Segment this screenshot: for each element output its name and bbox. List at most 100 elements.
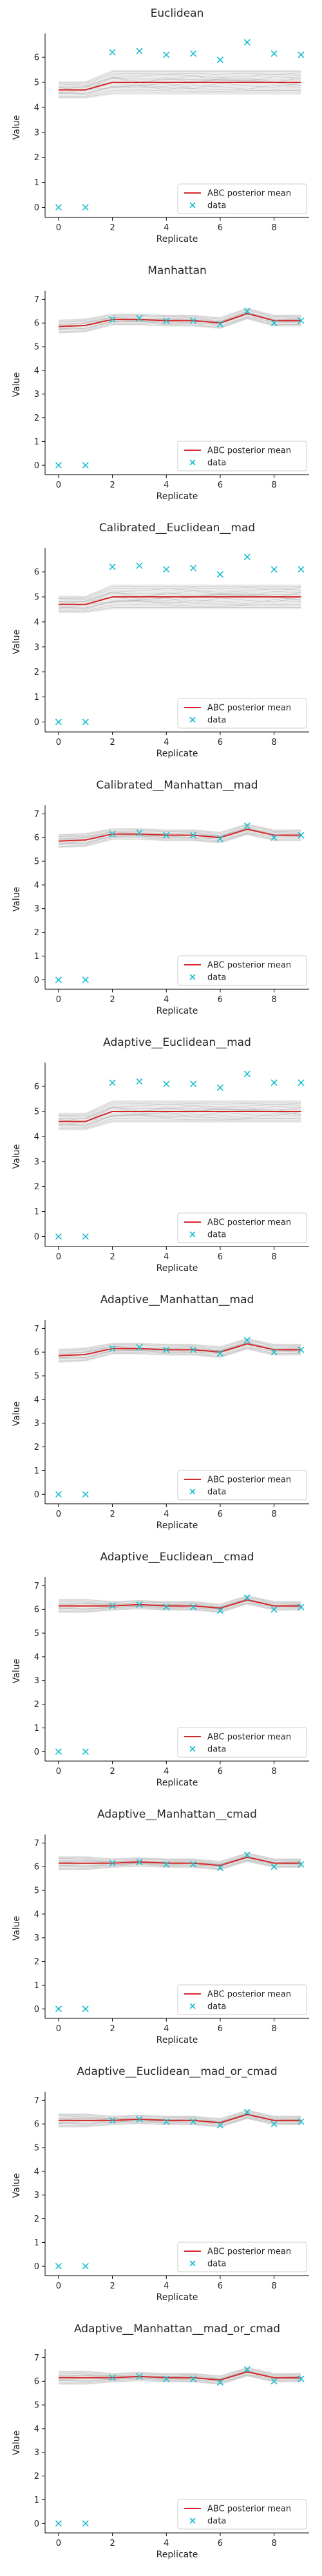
data-point-marker <box>190 565 197 572</box>
y-tick-label: 5 <box>34 78 39 88</box>
data-point-marker <box>216 2379 224 2386</box>
legend-data-swatch <box>189 202 196 208</box>
y-tick-label: 4 <box>34 1395 39 1405</box>
y-tick-label: 0 <box>34 2005 39 2014</box>
x-tick-label: 6 <box>218 480 223 490</box>
data-point-marker <box>216 56 224 64</box>
posterior-sample-line <box>58 77 301 91</box>
posterior-samples <box>58 1100 301 1131</box>
y-tick-label: 1 <box>34 1207 39 1217</box>
posterior-sample-line <box>58 1339 301 1351</box>
posterior-sample-line <box>58 599 301 610</box>
posterior-sample-line <box>58 830 301 845</box>
posterior-sample-line <box>58 1861 301 1870</box>
chart-panel: Adaptive__Manhattan__mad_or_cmad 0 2 4 6 8 0 1 2… <box>12 2323 309 2560</box>
data-point-marker <box>190 2375 197 2382</box>
data-point-marker <box>109 563 116 571</box>
data-point-marker <box>243 2108 251 2115</box>
x-tick-label: 8 <box>271 2024 276 2034</box>
legend-label: data <box>207 1488 226 1497</box>
y-tick-label: 2 <box>34 1957 39 1967</box>
y-tick-label: 0 <box>34 1232 39 1242</box>
posterior-mean-line <box>58 1111 301 1122</box>
y-tick-label: 0 <box>34 461 39 471</box>
y-axis-label: Value <box>12 887 22 911</box>
legend-box <box>177 1470 307 1501</box>
x-tick-label: 0 <box>56 480 61 490</box>
chart-panel: Calibrated__Manhattan__mad 0 2 4 6 8 0 1 2 3 4 5 6 7 R… <box>12 779 309 1016</box>
y-tick-label: 6 <box>34 2377 39 2387</box>
legend-label: ABC posterior mean <box>207 1733 291 1742</box>
posterior-sample-line <box>58 2371 301 2380</box>
data-point-marker <box>190 1861 197 1868</box>
x-axis-label: Replicate <box>156 1521 198 1531</box>
y-tick-label: 7 <box>34 2096 39 2106</box>
data-point-marker <box>270 1349 278 1356</box>
data-point-marker <box>163 2375 170 2382</box>
data-point-marker <box>55 718 62 726</box>
legend-box <box>177 1984 307 2015</box>
chart-title: Euclidean <box>151 7 204 20</box>
y-axis-label: Value <box>12 1659 22 1683</box>
x-tick-label: 0 <box>56 738 61 747</box>
data-point-marker <box>270 1079 278 1086</box>
data-point-marker <box>298 2375 305 2382</box>
y-tick-label: 1 <box>34 952 39 962</box>
y-axis-label: Value <box>12 2173 22 2198</box>
posterior-sample-line <box>58 1345 301 1359</box>
x-tick-label: 6 <box>218 1767 223 1777</box>
y-tick-label: 0 <box>34 718 39 727</box>
data-point-marker <box>163 1603 170 1611</box>
x-tick-label: 0 <box>56 2024 61 2034</box>
posterior-sample-line <box>58 2117 301 2127</box>
data-point-marker <box>298 566 305 573</box>
posterior-sample-line <box>58 834 301 848</box>
chart-title: Manhattan <box>147 264 207 277</box>
legend-box <box>177 2499 307 2530</box>
legend: ABC posterior mean data <box>177 441 307 471</box>
legend-box <box>177 1727 307 1758</box>
legend: ABC posterior mean data <box>177 183 307 214</box>
data-point-marker <box>136 1858 143 1865</box>
posterior-sample-line <box>58 828 301 841</box>
x-tick-label: 8 <box>271 480 276 490</box>
posterior-sample-line <box>58 587 301 599</box>
posterior-mean-line <box>58 1599 301 1609</box>
x-tick-label: 0 <box>56 1252 61 1262</box>
legend-label: ABC posterior mean <box>207 1218 291 1228</box>
x-tick-label: 2 <box>109 995 115 1005</box>
legend-label: ABC posterior mean <box>207 2505 291 2514</box>
posterior-sample-line <box>58 1602 301 1612</box>
posterior-sample-line <box>58 588 301 601</box>
y-tick-label: 3 <box>34 1676 39 1686</box>
posterior-sample-line <box>58 1597 301 1607</box>
chart-title: Calibrated__Manhattan__mad <box>96 779 258 792</box>
data-point-marker <box>243 1070 251 1077</box>
data-point-marker <box>216 1864 224 1872</box>
posterior-sample-line <box>58 592 301 602</box>
y-tick-label: 4 <box>34 617 39 627</box>
data-point-marker <box>82 2005 89 2013</box>
y-tick-label: 1 <box>34 1981 39 1991</box>
data-point-marker <box>270 50 278 57</box>
y-tick-label: 2 <box>34 153 39 163</box>
data-point-marker <box>298 2118 305 2125</box>
data-point-marker <box>190 317 197 324</box>
data-point-marker <box>82 462 89 469</box>
x-tick-label: 4 <box>164 1252 169 1262</box>
data-point-marker <box>55 2520 62 2527</box>
legend: ABC posterior mean data <box>177 1984 307 2015</box>
x-tick-label: 2 <box>109 2281 115 2291</box>
data-point-marker <box>298 832 305 839</box>
posterior-band <box>58 2367 301 2385</box>
x-axis-label: Replicate <box>156 2550 198 2560</box>
y-tick-label: 6 <box>34 834 39 843</box>
y-axis-label: Value <box>12 1916 22 1941</box>
y-axis-label: Value <box>12 2431 22 2455</box>
legend: ABC posterior mean data <box>177 698 307 729</box>
x-tick-label: 0 <box>56 2281 61 2291</box>
x-tick-label: 4 <box>164 223 169 233</box>
posterior-band <box>58 1852 301 1870</box>
chart-panel: Adaptive__Manhattan__mad 0 2 4 6 8 0 1 2 3 4 5 6 7 Rep… <box>12 1293 309 1531</box>
legend-data-swatch <box>189 974 196 980</box>
